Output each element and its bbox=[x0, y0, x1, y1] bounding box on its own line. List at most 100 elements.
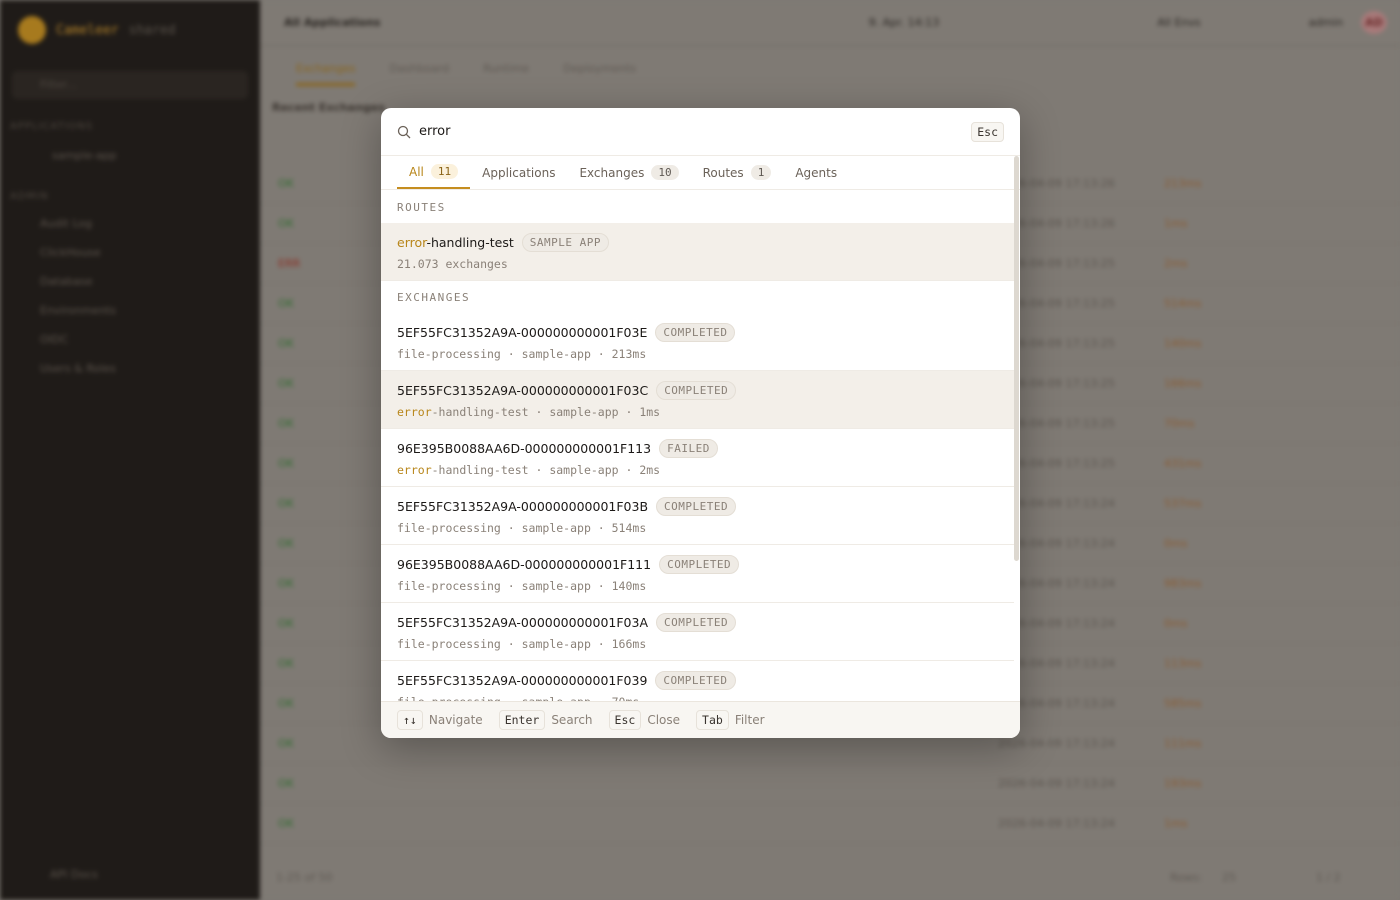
route-result[interactable]: error-handling-test SAMPLE APP 21.073 exc… bbox=[381, 223, 1014, 281]
hint-label: Close bbox=[647, 713, 681, 727]
sidebar-item-environments[interactable]: Environments bbox=[40, 304, 116, 317]
pagination-info: 1-25 of 50 bbox=[276, 871, 333, 884]
sidebar-filter[interactable]: Filter... bbox=[12, 71, 248, 99]
row-status: OK bbox=[278, 537, 294, 550]
row-time: 2026-04-09 17:13:25 bbox=[998, 417, 1115, 430]
exchange-result[interactable]: 5EF55FC31352A9A-000000000001F03A COMPLETE… bbox=[381, 603, 1014, 661]
exchange-result[interactable]: 5EF55FC31352A9A-000000000001F03E COMPLETE… bbox=[381, 313, 1014, 371]
scope-label: All Applications bbox=[284, 16, 381, 29]
key-hint: Tab bbox=[696, 710, 729, 730]
table-row[interactable]: OK 2026-04-09 17:13:24 193ms bbox=[260, 764, 1400, 804]
row-time: 2026-04-09 17:13:24 bbox=[998, 817, 1115, 830]
search-input[interactable] bbox=[419, 124, 972, 139]
sidebar-item-clickhouse[interactable]: ClickHouse bbox=[40, 246, 101, 259]
route-name: file-processing bbox=[397, 695, 501, 701]
key-hint: Enter bbox=[498, 710, 546, 730]
match-highlight: error bbox=[397, 405, 432, 419]
env-select[interactable]: All Envs bbox=[1157, 16, 1201, 29]
search-bar: Esc bbox=[381, 108, 1020, 156]
tab-runtime[interactable]: Runtime bbox=[483, 62, 530, 75]
user-name: admin bbox=[1308, 16, 1344, 29]
route-name: error-handling-test bbox=[397, 235, 514, 250]
exchange-details: · sample-app · 2ms bbox=[528, 463, 661, 477]
exchange-details: · sample-app · 1ms bbox=[528, 405, 661, 419]
row-duration: 0ms bbox=[1164, 617, 1188, 630]
row-time: 2026-04-09 17:13:24 bbox=[998, 697, 1115, 710]
exchange-meta: file-processing · sample-app · 514ms bbox=[397, 521, 998, 535]
scrollbar[interactable] bbox=[1014, 156, 1019, 561]
table-row[interactable]: OK 2026-04-09 17:13:24 111ms bbox=[260, 724, 1400, 764]
tab-exchanges[interactable]: Exchanges 10 bbox=[567, 156, 690, 189]
row-status: ERR bbox=[278, 257, 301, 270]
exchange-id: 5EF55FC31352A9A-000000000001F03C bbox=[397, 382, 649, 398]
brand-sub: shared bbox=[128, 22, 176, 38]
row-time: 2026-04-09 17:13:25 bbox=[998, 377, 1115, 390]
sidebar-item-oidc[interactable]: OIDC bbox=[40, 333, 69, 346]
sidebar-item-users[interactable]: Users & Roles bbox=[40, 362, 116, 375]
row-time: 2026-04-09 17:13:24 bbox=[998, 497, 1115, 510]
row-time: 2026-04-09 17:13:24 bbox=[998, 657, 1115, 670]
row-status: OK bbox=[278, 457, 294, 470]
route-name: -handling-test bbox=[431, 405, 529, 419]
avatar[interactable]: AD bbox=[1361, 11, 1387, 34]
row-time: 2026-04-09 17:13:26 bbox=[998, 217, 1115, 230]
tab-agents[interactable]: Agents bbox=[783, 156, 849, 189]
sidebar-item-audit[interactable]: Audit Log bbox=[40, 217, 92, 230]
page-indicator: 1 / 2 bbox=[1316, 871, 1341, 884]
route-name: file-processing bbox=[397, 347, 501, 361]
filter-tabs: All 11 Applications Exchanges 10 Routes 1 Agent… bbox=[381, 156, 1020, 190]
row-duration: 585ms bbox=[1164, 697, 1202, 710]
page-tabs: Exchanges Dashboard Runtime Deployments bbox=[260, 46, 1400, 86]
status-badge: COMPLETED bbox=[655, 322, 736, 342]
exchange-result[interactable]: 5EF55FC31352A9A-000000000001F039 COMPLETE… bbox=[381, 661, 1014, 701]
exchange-meta: error-handling-test · sample-app · 1ms bbox=[397, 405, 998, 419]
sidebar-item-app[interactable]: sample-app bbox=[52, 149, 117, 162]
exchange-meta: error-handling-test · sample-app · 2ms bbox=[397, 463, 998, 477]
results-list: ROUTES error-handling-test SAMPLE APP 21.… bbox=[381, 191, 1014, 701]
row-duration: 1ms bbox=[1164, 817, 1188, 830]
status-badge: COMPLETED bbox=[655, 670, 736, 690]
row-status: OK bbox=[278, 417, 294, 430]
row-time: 2026-04-09 17:13:24 bbox=[998, 737, 1115, 750]
route-name: file-processing bbox=[397, 579, 501, 593]
footer-hints: ↑↓ Navigate Enter Search Esc Close Tab Filter bbox=[381, 701, 1020, 738]
exchange-result[interactable]: 5EF55FC31352A9A-000000000001F03B COMPLETE… bbox=[381, 487, 1014, 545]
routes-header: ROUTES bbox=[397, 201, 446, 214]
row-time: 2026-04-09 17:13:25 bbox=[998, 337, 1115, 350]
sidebar-item-database[interactable]: Database bbox=[40, 275, 93, 288]
rows-label: Rows: bbox=[1170, 871, 1203, 884]
tab-label: Applications bbox=[482, 165, 556, 180]
tab-routes[interactable]: Routes 1 bbox=[691, 156, 784, 189]
exchange-id: 5EF55FC31352A9A-000000000001F03E bbox=[397, 324, 648, 340]
row-status: OK bbox=[278, 617, 294, 630]
row-status: OK bbox=[278, 497, 294, 510]
tab-applications[interactable]: Applications bbox=[470, 156, 567, 189]
esc-button[interactable]: Esc bbox=[971, 121, 1004, 142]
tab-count: 11 bbox=[430, 164, 459, 179]
route-name: file-processing bbox=[397, 637, 501, 651]
key-hint: Esc bbox=[608, 710, 642, 730]
exchange-result[interactable]: 5EF55FC31352A9A-000000000001F03C COMPLETE… bbox=[381, 371, 1014, 429]
tab-all[interactable]: All 11 bbox=[397, 156, 471, 189]
rows-select[interactable]: 25 bbox=[1222, 871, 1236, 884]
route-meta: 21.073 exchanges bbox=[397, 257, 508, 271]
exchange-result[interactable]: 96E395B0088AA6D-000000000001F111 COMPLETE… bbox=[381, 545, 1014, 603]
row-duration: 70ms bbox=[1164, 417, 1195, 430]
row-status: OK bbox=[278, 657, 294, 670]
api-docs-link[interactable]: API Docs bbox=[50, 868, 98, 881]
row-duration: 537ms bbox=[1164, 497, 1202, 510]
tab-dashboard[interactable]: Dashboard bbox=[389, 62, 450, 75]
brand: Cameleer shared bbox=[18, 16, 176, 44]
row-duration: 0ms bbox=[1164, 537, 1188, 550]
tab-deployments[interactable]: Deployments bbox=[563, 62, 637, 75]
search-icon bbox=[397, 125, 411, 138]
tab-label: Exchanges bbox=[579, 165, 645, 180]
tab-count: 10 bbox=[651, 165, 679, 180]
exchange-result[interactable]: 96E395B0088AA6D-000000000001F113 FAILED er… bbox=[381, 429, 1014, 487]
tab-exchanges[interactable]: Exchanges bbox=[296, 62, 356, 86]
table-row[interactable]: OK 2026-04-09 17:13:24 1ms bbox=[260, 804, 1400, 844]
time-range[interactable]: 9. Apr. 14:13 bbox=[868, 16, 940, 29]
exchange-details: · sample-app · 70ms bbox=[501, 695, 640, 701]
exchange-details: · sample-app · 140ms bbox=[500, 579, 647, 593]
status-badge: COMPLETED bbox=[656, 380, 737, 400]
